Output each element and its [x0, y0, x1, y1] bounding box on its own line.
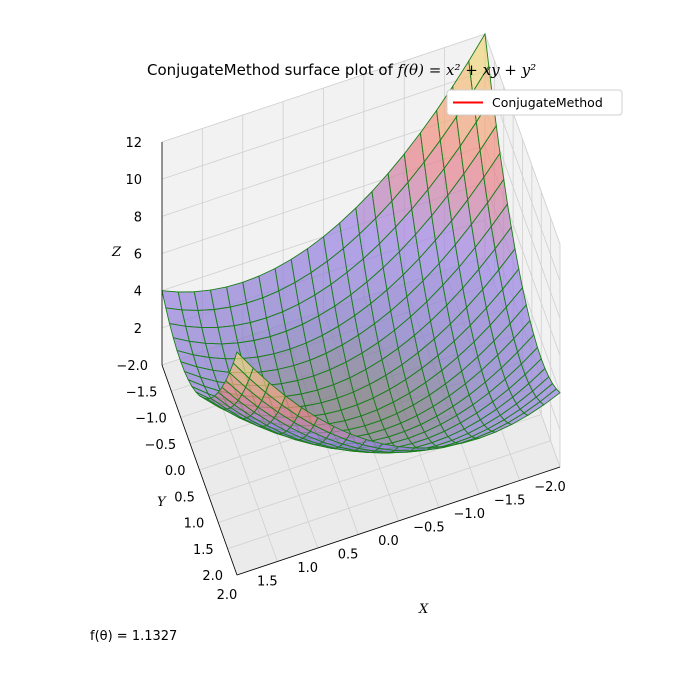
z-tick-label: 10: [125, 173, 142, 188]
axis-lines: [161, 142, 561, 576]
x-tick-label: 1.0: [297, 561, 318, 576]
y-tick-label: 0.5: [174, 490, 195, 505]
y-tick-label: −1.0: [135, 412, 167, 427]
x-tick-label: −1.5: [494, 494, 526, 509]
grid-y-floor: [227, 440, 551, 550]
y-tick-label: 1.5: [193, 543, 214, 558]
x-axis-label: X: [418, 602, 429, 617]
y-tick-label: −2.0: [116, 359, 148, 374]
legend-frame: [446, 89, 623, 116]
z-axis-label: Z: [111, 245, 122, 260]
chart-title-prefix: ConjugateMethod surface plot of: [147, 61, 398, 79]
legend-label-conjugate: ConjugateMethod: [492, 95, 603, 110]
grid-z-back-y: [161, 33, 486, 143]
z-tick-label: 8: [134, 210, 142, 225]
surface-mesh: [161, 32, 561, 454]
z-tick-label: 12: [125, 136, 142, 151]
y-tick-label: −1.5: [126, 385, 158, 400]
x-tick-label: −2.0: [534, 480, 566, 495]
x-axis-line: [236, 466, 561, 576]
x-tick-label: 1.5: [257, 575, 278, 590]
x-tick-label: 0.0: [378, 534, 399, 549]
y-axis-line: [161, 364, 238, 576]
z-tick-label: 4: [134, 285, 142, 300]
x-tick-label: 2.0: [217, 588, 238, 603]
grid-z-back-y: [161, 70, 486, 180]
chart-title: ConjugateMethod surface plot of f(θ) = x…: [147, 61, 536, 79]
objective-value-annotation: f(θ) = 1.1327: [90, 629, 177, 644]
x-tick-label: 0.5: [338, 548, 359, 563]
grid-z-back-x: [484, 33, 561, 245]
y-tick-label: −0.5: [145, 438, 177, 453]
x-tick-label: −1.0: [453, 507, 485, 522]
tick-labels: 2.01.51.00.50.0−0.5−1.0−1.5−2.0−2.0−1.5−…: [116, 136, 565, 603]
legend: ConjugateMethod: [446, 89, 623, 116]
y-tick-label: 1.0: [184, 517, 205, 532]
y-tick-label: 0.0: [165, 464, 186, 479]
chart-title-formula: f(θ) = x² + xy + y²: [397, 61, 537, 79]
x-tick-label: −0.5: [413, 521, 445, 536]
y-tick-label: 2.0: [202, 569, 223, 584]
surface-cell: [539, 388, 561, 406]
z-tick-label: 2: [134, 322, 142, 337]
y-axis-label: Y: [157, 495, 167, 510]
z-tick-label: 6: [134, 248, 142, 263]
